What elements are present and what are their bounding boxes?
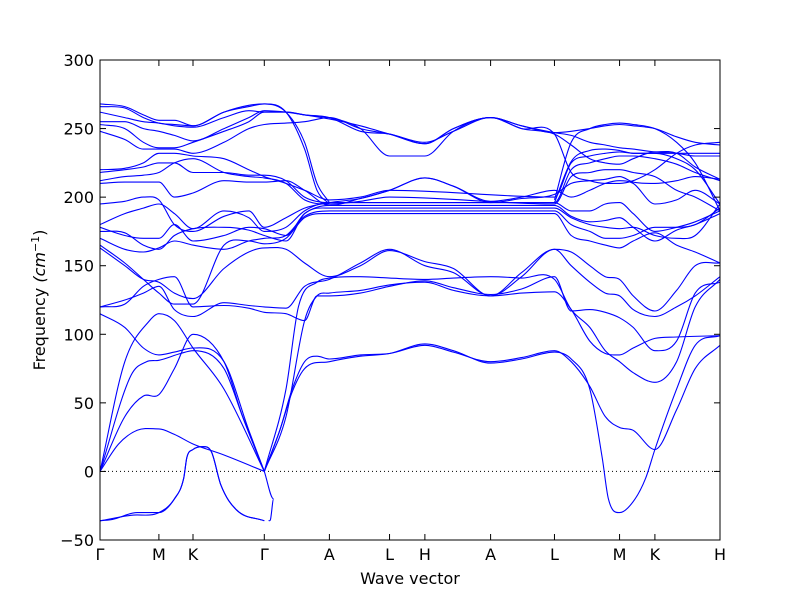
- x-tick-label: M: [613, 545, 627, 564]
- phonon-band-22: [100, 176, 720, 206]
- phonon-band-6: [100, 313, 265, 472]
- x-tick-label: M: [152, 545, 166, 564]
- plot-frame: [99, 59, 721, 541]
- x-tick-label: Γ: [260, 545, 269, 564]
- x-tick-label: Γ: [96, 545, 105, 564]
- y-ticks: −50 0 50 100 150 200 250 300: [60, 51, 720, 550]
- y-tick-label: 100: [63, 325, 94, 344]
- x-tick-label: K: [188, 545, 199, 564]
- phonon-band-17: [100, 207, 720, 253]
- y-tick-label: 50: [74, 394, 94, 413]
- y-axis-unit-close: ): [30, 230, 49, 236]
- phonon-band-14: [100, 248, 720, 318]
- phonon-band-15: [100, 246, 720, 312]
- phonon-band-8: [263, 344, 720, 472]
- y-tick-label: −50: [60, 531, 94, 550]
- phonon-band-3: [100, 427, 265, 472]
- y-tick-label: 250: [63, 120, 94, 139]
- phonon-band-33: [553, 148, 720, 205]
- phonon-band-5: [100, 350, 265, 472]
- y-tick-label: 0: [84, 462, 94, 481]
- phonon-band-9: [263, 471, 275, 522]
- phonon-band-13: [100, 276, 720, 352]
- phonon-band-16: [100, 212, 720, 305]
- x-tick-label: A: [324, 545, 335, 564]
- x-tick-label: H: [419, 545, 431, 564]
- x-tick-label: A: [485, 545, 496, 564]
- x-tick-label: L: [385, 545, 394, 564]
- y-tick-label: 150: [63, 257, 94, 276]
- phonon-band-2: [100, 446, 265, 522]
- y-axis-unit-exponent: −1: [29, 236, 42, 252]
- x-tick-label: L: [550, 545, 559, 564]
- y-axis-title: Frequency (cm−1): [29, 230, 49, 371]
- x-axis-title: Wave vector: [360, 569, 460, 588]
- x-tick-label: K: [650, 545, 661, 564]
- phonon-band-7: [100, 313, 265, 472]
- x-tick-label: H: [714, 545, 726, 564]
- phonon-band-31: [100, 103, 330, 205]
- y-axis-title-text: Frequency: [30, 283, 49, 371]
- y-axis-unit: (cm: [30, 252, 49, 283]
- phonon-band-29: [100, 110, 720, 184]
- y-tick-label: 200: [63, 188, 94, 207]
- y-tick-label: 300: [63, 51, 94, 70]
- bands-layer: [100, 103, 720, 522]
- phonon-band-32: [553, 122, 720, 212]
- phonon-band-10: [263, 335, 720, 514]
- phonon-band-27: [100, 111, 720, 157]
